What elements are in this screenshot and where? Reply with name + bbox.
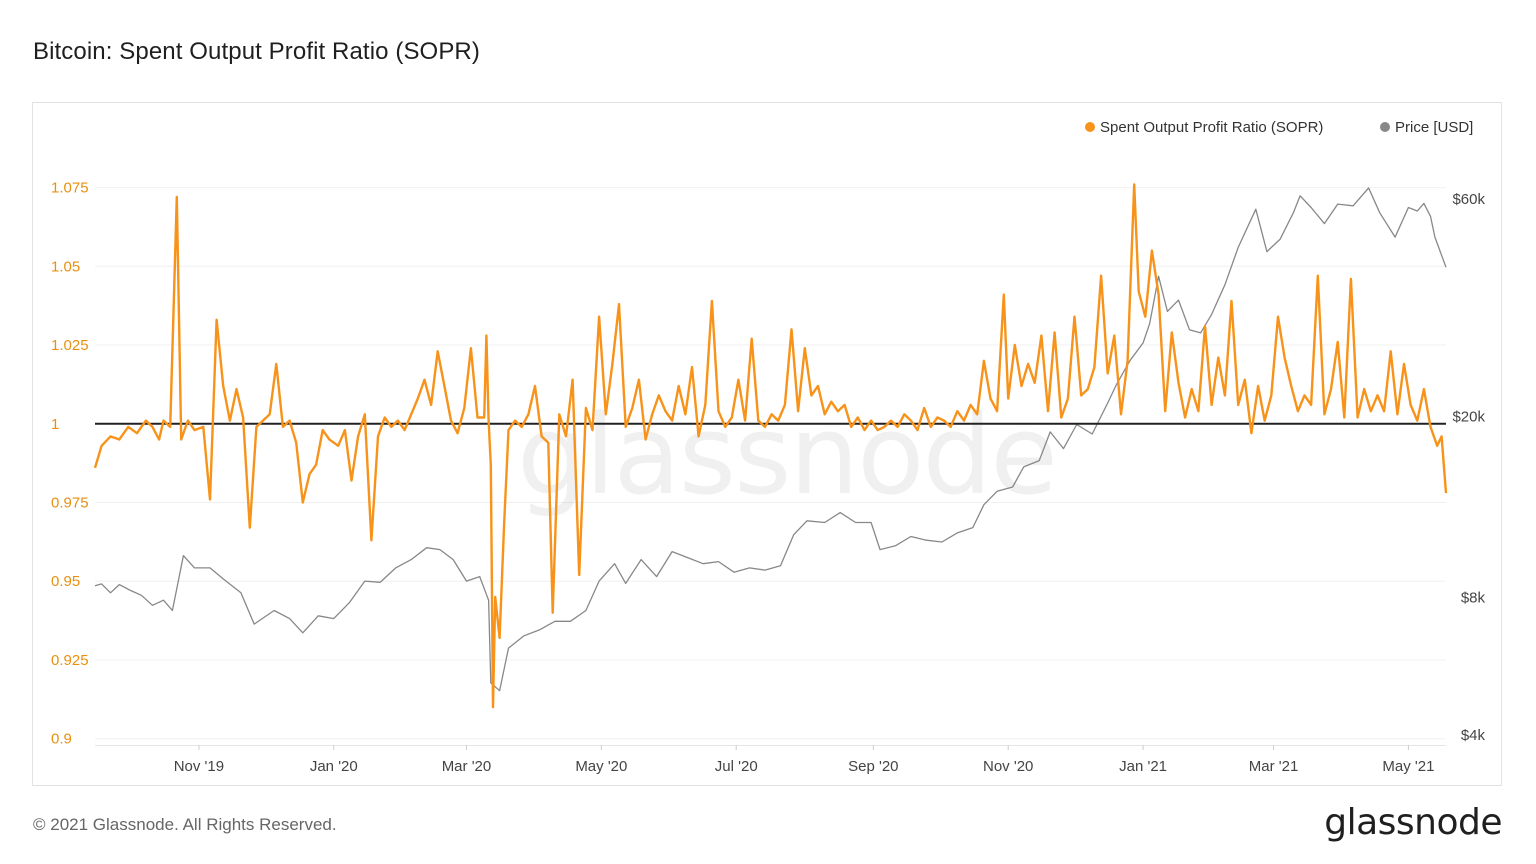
x-tick-label: May '20: [575, 758, 627, 775]
x-axis: Nov '19 Jan '20 Mar '20 May '20 Jul '20 Sep '…: [174, 745, 1434, 775]
sopr-chart: glassnode 0.90.9250.950.97511.0251.051.0…: [51, 119, 1485, 775]
x-tick-label: Nov '19: [174, 758, 224, 775]
chart-card: glassnode 0.9 0.925 0.95 0.975 1 1.025 1.05 1.0…: [32, 102, 1502, 786]
x-tick-label: Nov '20: [983, 758, 1033, 775]
y-right-tick-label: $8k: [1461, 590, 1486, 607]
y-axis-left: 0.9 0.925 0.95 0.975 1 1.025 1.05 1.075: [51, 180, 89, 748]
y-left-tick-label: 0.925: [51, 652, 89, 669]
copyright-text: © 2021 Glassnode. All Rights Reserved.: [33, 815, 337, 834]
legend-item-price[interactable]: Price [USD]: [1380, 119, 1473, 136]
x-tick-label: Sep '20: [848, 758, 898, 775]
y-right-tick-label: $20k: [1452, 408, 1485, 425]
x-tick-label: Jan '20: [310, 758, 358, 775]
sopr-line: [93, 183, 1448, 709]
y-axis-right: $4k $8k $20k $60k: [1452, 191, 1485, 744]
y-right-tick-label: $4k: [1461, 727, 1486, 744]
legend-label-price: Price [USD]: [1395, 119, 1473, 136]
x-tick-label: Mar '21: [1249, 758, 1299, 775]
legend-item-sopr[interactable]: Spent Output Profit Ratio (SOPR): [1085, 119, 1323, 136]
page-title: Bitcoin: Spent Output Profit Ratio (SOPR…: [33, 38, 480, 65]
y-right-tick-label: $60k: [1452, 191, 1485, 208]
x-tick-label: May '21: [1382, 758, 1434, 775]
price-series: [94, 187, 1447, 692]
x-tick-label: Mar '20: [442, 758, 492, 775]
y-left-tick-label: 0.9: [51, 731, 72, 748]
x-tick-label: Jul '20: [715, 758, 758, 775]
legend-dot-sopr: [1085, 122, 1095, 132]
legend-dot-price: [1380, 122, 1390, 132]
legend-label-sopr: Spent Output Profit Ratio (SOPR): [1100, 119, 1323, 136]
y-left-tick-label: 1.075: [51, 180, 89, 197]
legend: Spent Output Profit Ratio (SOPR) Price […: [1085, 119, 1473, 136]
y-left-tick-label: 1: [51, 416, 59, 433]
price-line: [94, 187, 1447, 692]
y-left-tick-label: 1.05: [51, 258, 80, 275]
glassnode-logo[interactable]: glassnode: [1324, 802, 1502, 843]
sopr-series: [93, 183, 1448, 709]
y-left-tick-label: 1.025: [51, 337, 89, 354]
y-left-tick-label: 0.95: [51, 573, 80, 590]
y-left-tick-label: 0.975: [51, 495, 89, 512]
x-tick-label: Jan '21: [1119, 758, 1167, 775]
